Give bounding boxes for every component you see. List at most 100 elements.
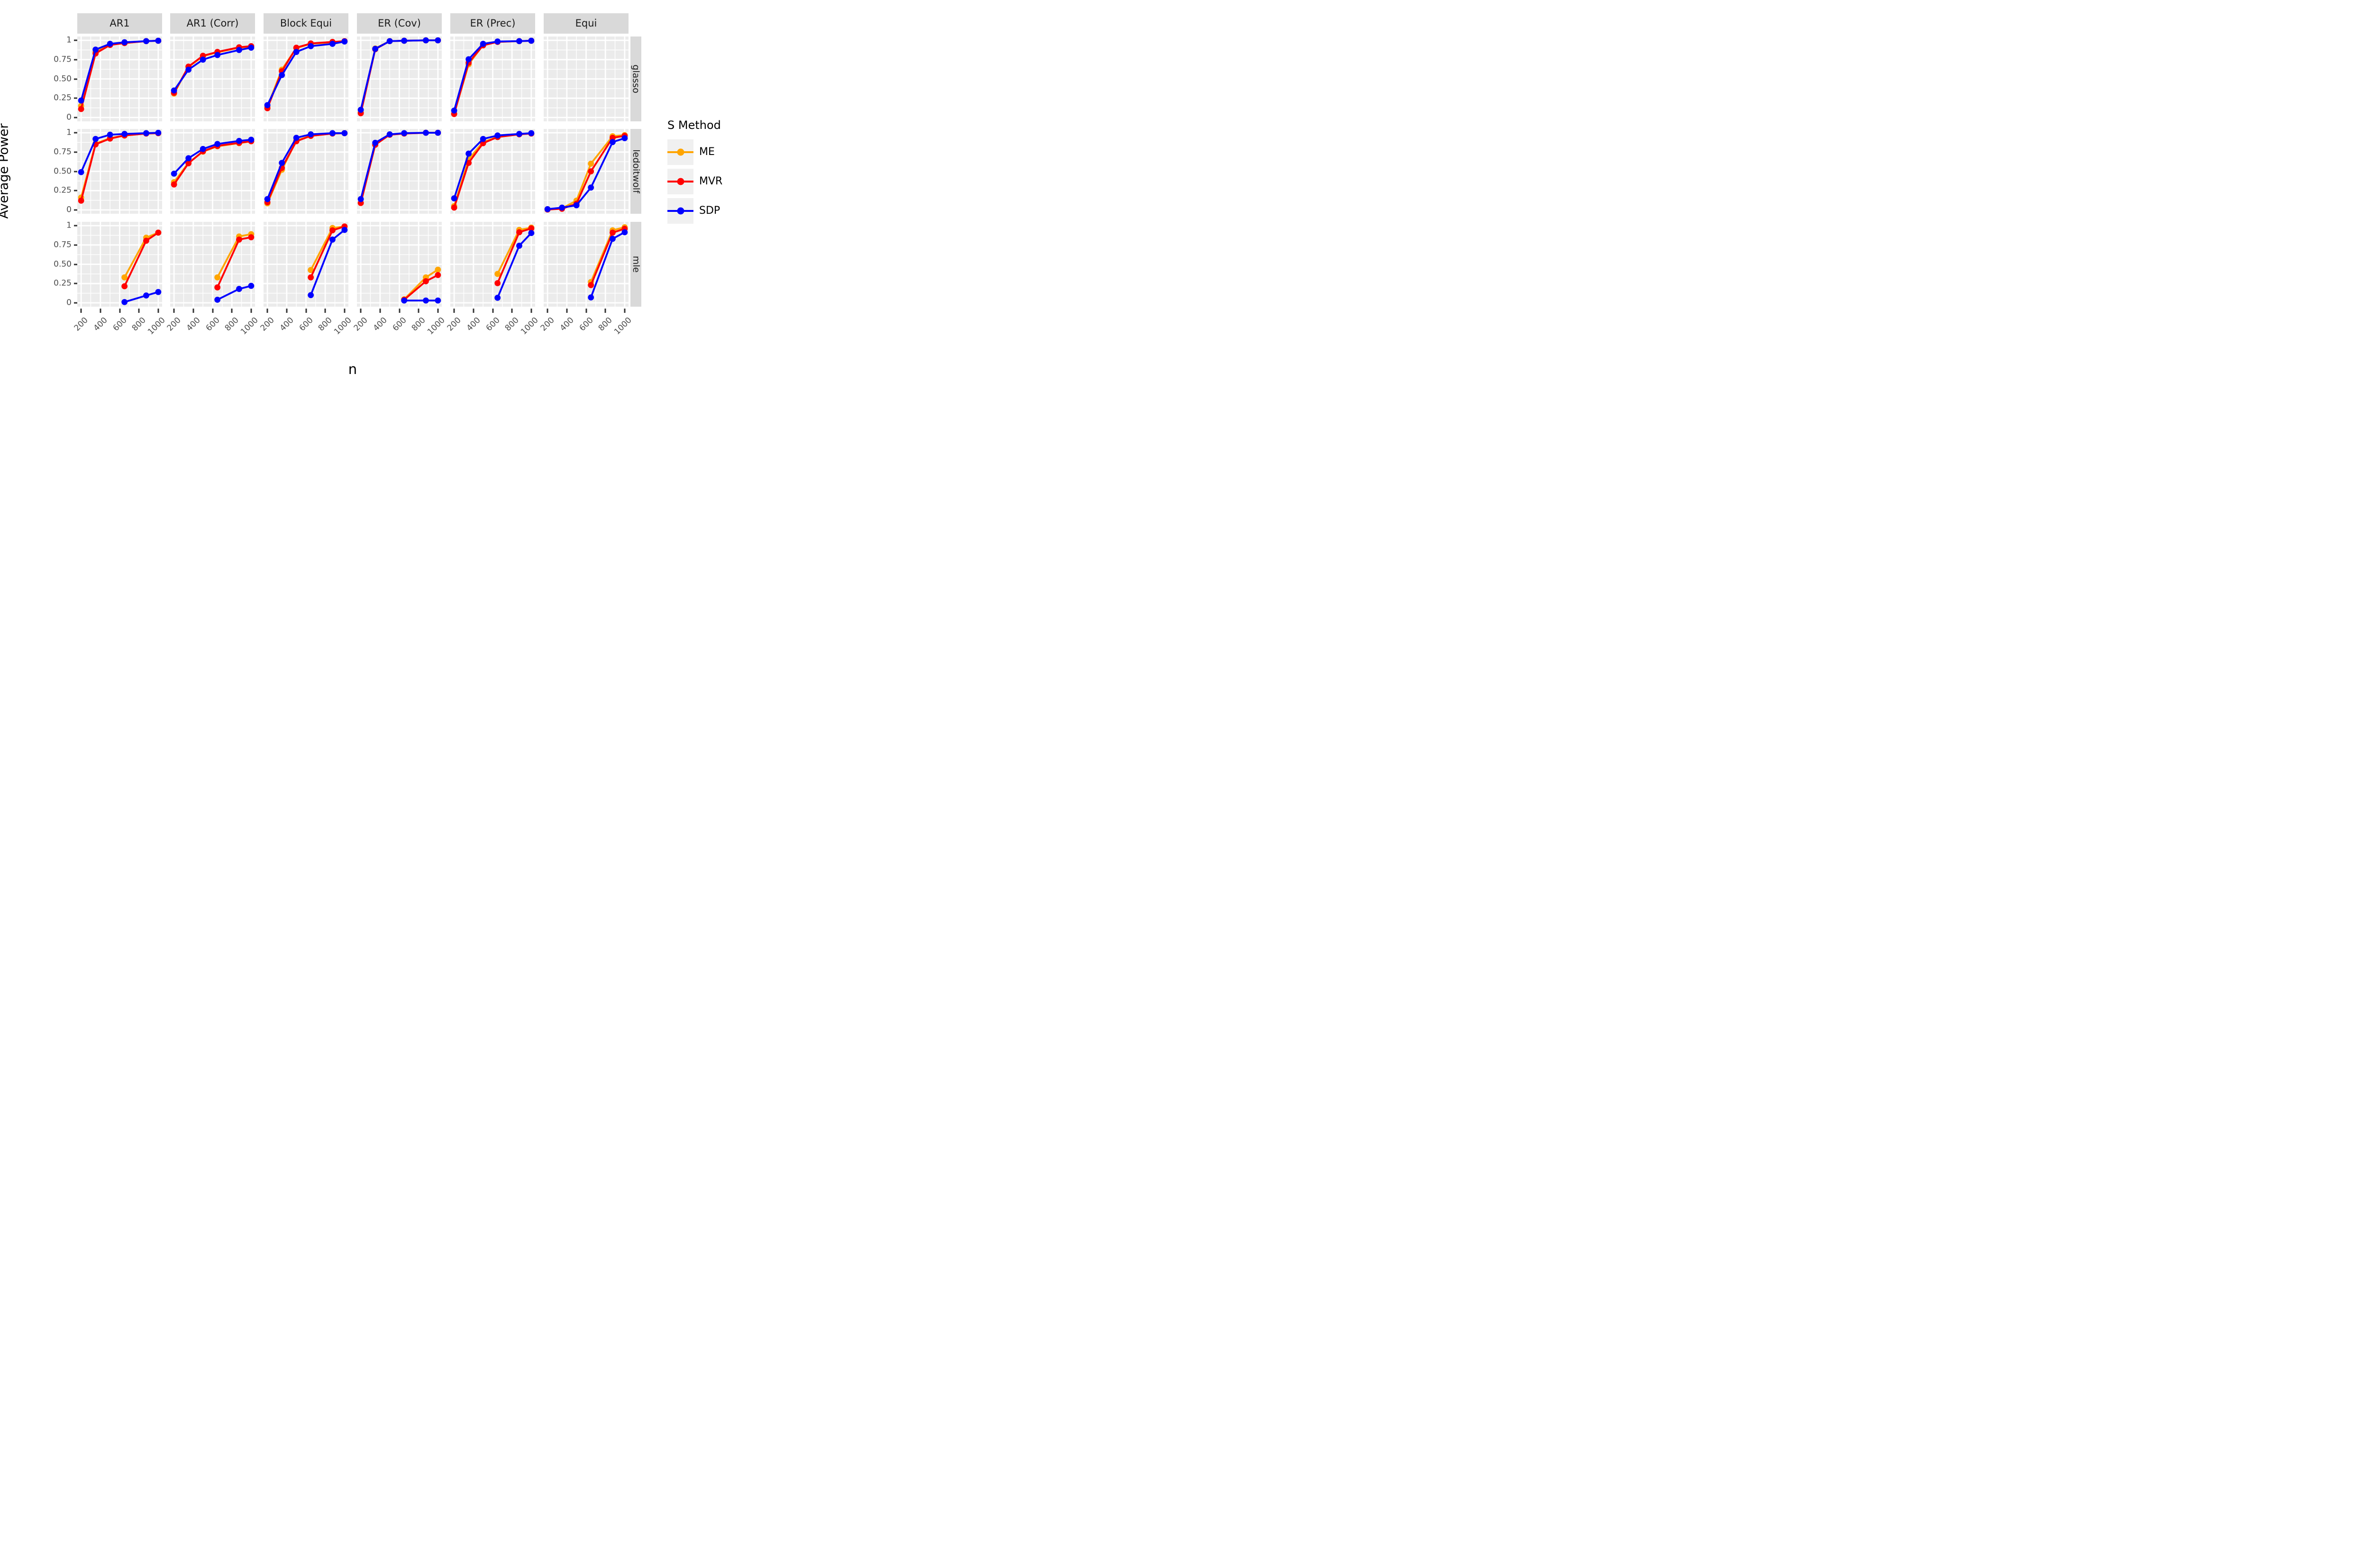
point-mvr	[214, 284, 221, 291]
point-sdp	[185, 155, 192, 162]
point-sdp	[121, 131, 128, 137]
y-tick-mark	[74, 225, 77, 227]
mvr-dot-swatch	[677, 178, 684, 185]
point-sdp	[372, 139, 379, 146]
point-sdp	[494, 38, 501, 45]
point-sdp	[329, 41, 336, 47]
y-tick-mark	[74, 59, 77, 61]
point-sdp	[559, 204, 565, 211]
point-sdp	[264, 196, 271, 202]
point-sdp	[423, 129, 429, 136]
facet-panel-mle-ER (Prec)	[450, 222, 535, 307]
facet-column-strip: ER (Prec)	[450, 13, 535, 34]
facet-row-label: mle	[631, 255, 642, 273]
point-mvr	[465, 160, 472, 166]
point-sdp	[494, 294, 501, 301]
point-sdp	[92, 46, 99, 53]
point-sdp	[357, 196, 364, 202]
y-tick-label: 0.75	[54, 240, 72, 250]
point-mvr	[610, 135, 616, 141]
x-tick-mark	[547, 309, 548, 313]
x-tick-label: 800	[223, 315, 241, 333]
y-tick-mark	[74, 117, 77, 119]
facet-column-strip: Block Equi	[264, 13, 348, 34]
x-tick-label: 600	[484, 315, 502, 333]
point-sdp	[465, 150, 472, 157]
point-sdp	[494, 132, 501, 139]
point-mvr	[435, 272, 441, 278]
facet-panel-ledoitwolf-AR1 (Corr)	[170, 129, 255, 214]
point-sdp	[480, 41, 486, 47]
x-tick-mark	[157, 309, 159, 313]
y-tick-label: 1	[66, 35, 72, 45]
y-tick-label: 1	[66, 128, 72, 137]
x-tick-mark	[192, 309, 194, 313]
point-sdp	[621, 229, 628, 236]
legend-entry-sdp: SDP	[667, 198, 757, 224]
point-me	[121, 274, 128, 281]
x-tick-label: 1000	[519, 315, 540, 337]
faceted-line-chart-figure: Average Power n AR1 AR1 (Corr) Block Equ…	[0, 0, 760, 392]
point-sdp	[528, 230, 535, 236]
y-tick-label: 0	[66, 298, 72, 308]
point-mvr	[528, 225, 535, 232]
point-sdp	[155, 129, 162, 136]
point-sdp	[143, 292, 149, 299]
point-sdp	[279, 72, 285, 78]
point-sdp	[610, 139, 616, 146]
point-sdp	[214, 141, 221, 147]
facet-column-strip: ER (Cov)	[357, 13, 442, 34]
point-sdp	[155, 289, 162, 295]
y-tick-label: 1	[66, 220, 72, 230]
facet-panel-mle-AR1	[77, 222, 162, 307]
point-sdp	[386, 38, 393, 45]
x-tick-mark	[305, 309, 307, 313]
legend-key-sdp	[667, 198, 693, 224]
point-mvr	[451, 204, 457, 211]
x-tick-mark	[138, 309, 140, 313]
y-tick-mark	[74, 302, 77, 304]
point-me	[494, 271, 501, 277]
facet-panel-ledoitwolf-ER (Prec)	[450, 129, 535, 214]
point-sdp	[293, 49, 300, 55]
point-sdp	[264, 102, 271, 109]
legend: S Method ME MVR SDP	[667, 119, 757, 228]
point-sdp	[480, 136, 486, 142]
x-tick-mark	[231, 309, 233, 313]
point-sdp	[528, 130, 535, 137]
facet-row-strip: mle	[630, 222, 641, 307]
facet-column-label: AR1	[109, 18, 130, 29]
point-sdp	[435, 37, 441, 44]
point-sdp	[308, 43, 314, 49]
legend-title: S Method	[667, 119, 721, 132]
x-tick-mark	[324, 309, 326, 313]
facet-panel-glasso-Equi	[544, 36, 629, 121]
x-tick-label: 600	[204, 315, 222, 333]
y-axis-title: Average Power	[0, 123, 11, 219]
legend-key-mvr	[667, 169, 693, 194]
point-me	[214, 274, 221, 281]
point-sdp	[341, 130, 348, 137]
point-sdp	[588, 184, 594, 191]
point-sdp	[155, 37, 162, 44]
x-tick-mark	[173, 309, 175, 313]
point-sdp	[143, 130, 149, 137]
point-sdp	[435, 129, 441, 136]
facet-column-label: ER (Prec)	[470, 18, 516, 29]
point-sdp	[214, 52, 221, 58]
point-sdp	[516, 131, 522, 137]
facet-column-label: AR1 (Corr)	[186, 18, 239, 29]
point-sdp	[248, 283, 255, 289]
point-sdp	[357, 107, 364, 113]
facet-row-strip: glasso	[630, 36, 641, 121]
point-mvr	[423, 278, 429, 284]
point-sdp	[107, 41, 113, 47]
point-sdp	[308, 292, 314, 298]
x-tick-label: 400	[558, 315, 576, 333]
x-tick-mark	[379, 309, 381, 313]
point-sdp	[236, 286, 242, 292]
x-tick-label: 1000	[238, 315, 260, 337]
legend-label-me: ME	[699, 146, 715, 158]
x-tick-label: 200	[538, 315, 556, 333]
x-tick-mark	[511, 309, 513, 313]
